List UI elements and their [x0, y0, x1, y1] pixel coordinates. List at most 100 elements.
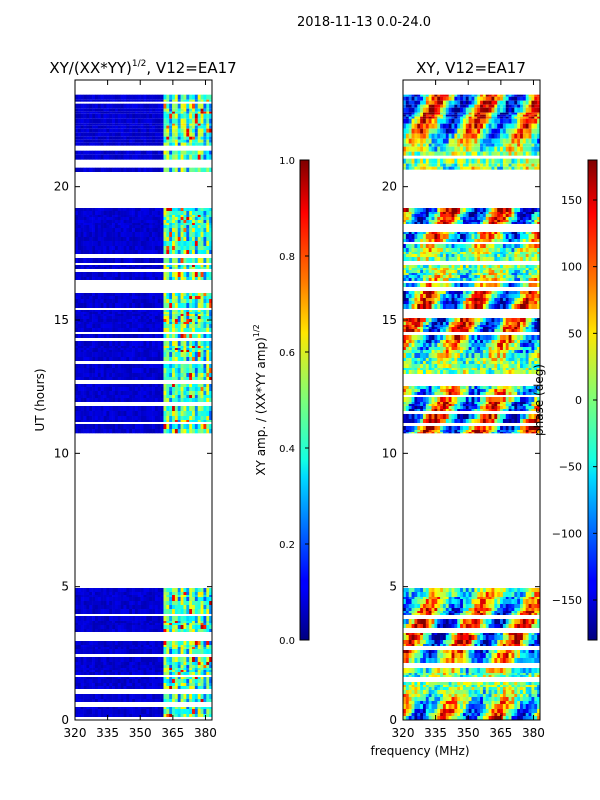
heatmap-cell [197, 625, 201, 629]
heatmap-cell [126, 629, 130, 632]
heatmap-cell [112, 641, 116, 645]
heatmap-cell [209, 341, 212, 346]
heatmap-cell [209, 398, 212, 402]
heatmap-cell [157, 225, 161, 228]
heatmap-cell [126, 384, 130, 387]
heatmap-cell [183, 108, 187, 112]
heatmap-cell [140, 319, 144, 322]
heatmap-cell [157, 211, 161, 215]
heatmap-cell [174, 258, 179, 263]
heatmap-cell [169, 319, 173, 322]
heatmap-cell [152, 341, 156, 346]
heatmap-cell [132, 649, 136, 654]
heatmap-cell [206, 324, 210, 328]
heatmap-cell [149, 128, 153, 133]
heatmap-cell [112, 228, 116, 232]
heatmap-cell [166, 215, 170, 217]
heatmap-cell [112, 346, 116, 348]
heatmap-cell [97, 679, 101, 683]
heatmap-cell [209, 111, 212, 114]
heatmap-cell [103, 625, 107, 629]
heatmap-cell [132, 641, 136, 645]
heatmap-cell [134, 341, 139, 346]
heatmap-cell [120, 136, 124, 140]
heatmap-cell [169, 707, 173, 709]
heatmap-cell [180, 420, 184, 422]
heatmap-cell [200, 595, 204, 597]
heatmap-cell [152, 310, 156, 312]
heatmap-cell [80, 621, 84, 623]
heatmap-cell [114, 668, 119, 670]
heatmap-cell [100, 296, 104, 299]
heatmap-cell [166, 387, 170, 391]
heatmap-cell [126, 364, 130, 368]
heatmap-cell [166, 220, 170, 223]
heatmap-cell [94, 714, 99, 717]
heatmap-cell [166, 714, 170, 717]
heatmap-cell [197, 246, 201, 250]
heatmap-cell [180, 258, 184, 263]
heatmap-cell [152, 429, 156, 434]
heatmap-cell [160, 714, 164, 717]
heatmap-cell [132, 228, 136, 232]
heatmap-cell [146, 406, 150, 411]
heatmap-cell [166, 319, 170, 322]
heatmap-cell [132, 277, 136, 280]
heatmap-cell [134, 103, 139, 109]
heatmap-cell [206, 629, 210, 632]
heatmap-cell [100, 265, 104, 267]
heatmap-cell [83, 647, 87, 649]
heatmap-cell [86, 303, 90, 308]
heatmap-cell [103, 649, 107, 654]
heatmap-cell [209, 312, 212, 314]
heatmap-cell [109, 647, 113, 649]
heatmap-cell [106, 322, 110, 324]
heatmap-cell [114, 319, 119, 322]
heatmap-cell [203, 595, 207, 597]
heatmap-cell [126, 132, 130, 137]
heatmap-cell [129, 350, 133, 352]
heatmap-cell [134, 416, 139, 420]
heatmap-cell [206, 714, 210, 717]
heatmap-cell [77, 395, 81, 398]
heatmap-cell [189, 241, 193, 246]
heatmap-cell [137, 657, 141, 662]
heatmap-cell [89, 324, 93, 328]
heatmap-cell [103, 357, 107, 361]
heatmap-cell [146, 623, 150, 625]
heatmap-cell [112, 314, 116, 316]
heatmap-cell [114, 377, 119, 380]
heatmap-cell [83, 123, 87, 126]
heatmap-cell [103, 220, 107, 223]
heatmap-cell [80, 108, 84, 112]
heatmap-cell [152, 714, 156, 717]
heatmap-cell [94, 310, 99, 312]
heatmap-cell [428, 597, 432, 599]
heatmap-cell [197, 694, 201, 699]
heatmap-cell [152, 150, 156, 155]
heatmap-cell [129, 211, 133, 215]
heatmap-cell [169, 103, 173, 109]
heatmap-cell [192, 588, 196, 592]
heatmap-cell [180, 217, 184, 220]
heatmap-cell [183, 237, 187, 241]
heatmap-cell [200, 103, 204, 109]
heatmap-cell [169, 113, 173, 119]
heatmap-cell [134, 267, 139, 269]
heatmap-cell [192, 592, 196, 595]
heatmap-cell [140, 113, 144, 119]
heatmap-cell [123, 232, 127, 237]
heatmap-cell [183, 223, 187, 225]
heatmap-cell [174, 303, 179, 308]
heatmap-cell [192, 334, 196, 338]
heatmap-cell [149, 641, 153, 645]
heatmap-cell [163, 111, 167, 114]
heatmap-cell [160, 352, 164, 357]
heatmap-cell [92, 357, 96, 361]
heatmap-cell [77, 296, 81, 299]
heatmap-cell [109, 411, 113, 416]
heatmap-cell [422, 597, 427, 599]
heatmap-cell [123, 398, 127, 402]
heatmap-cell [129, 672, 133, 675]
heatmap-cell [180, 128, 184, 133]
